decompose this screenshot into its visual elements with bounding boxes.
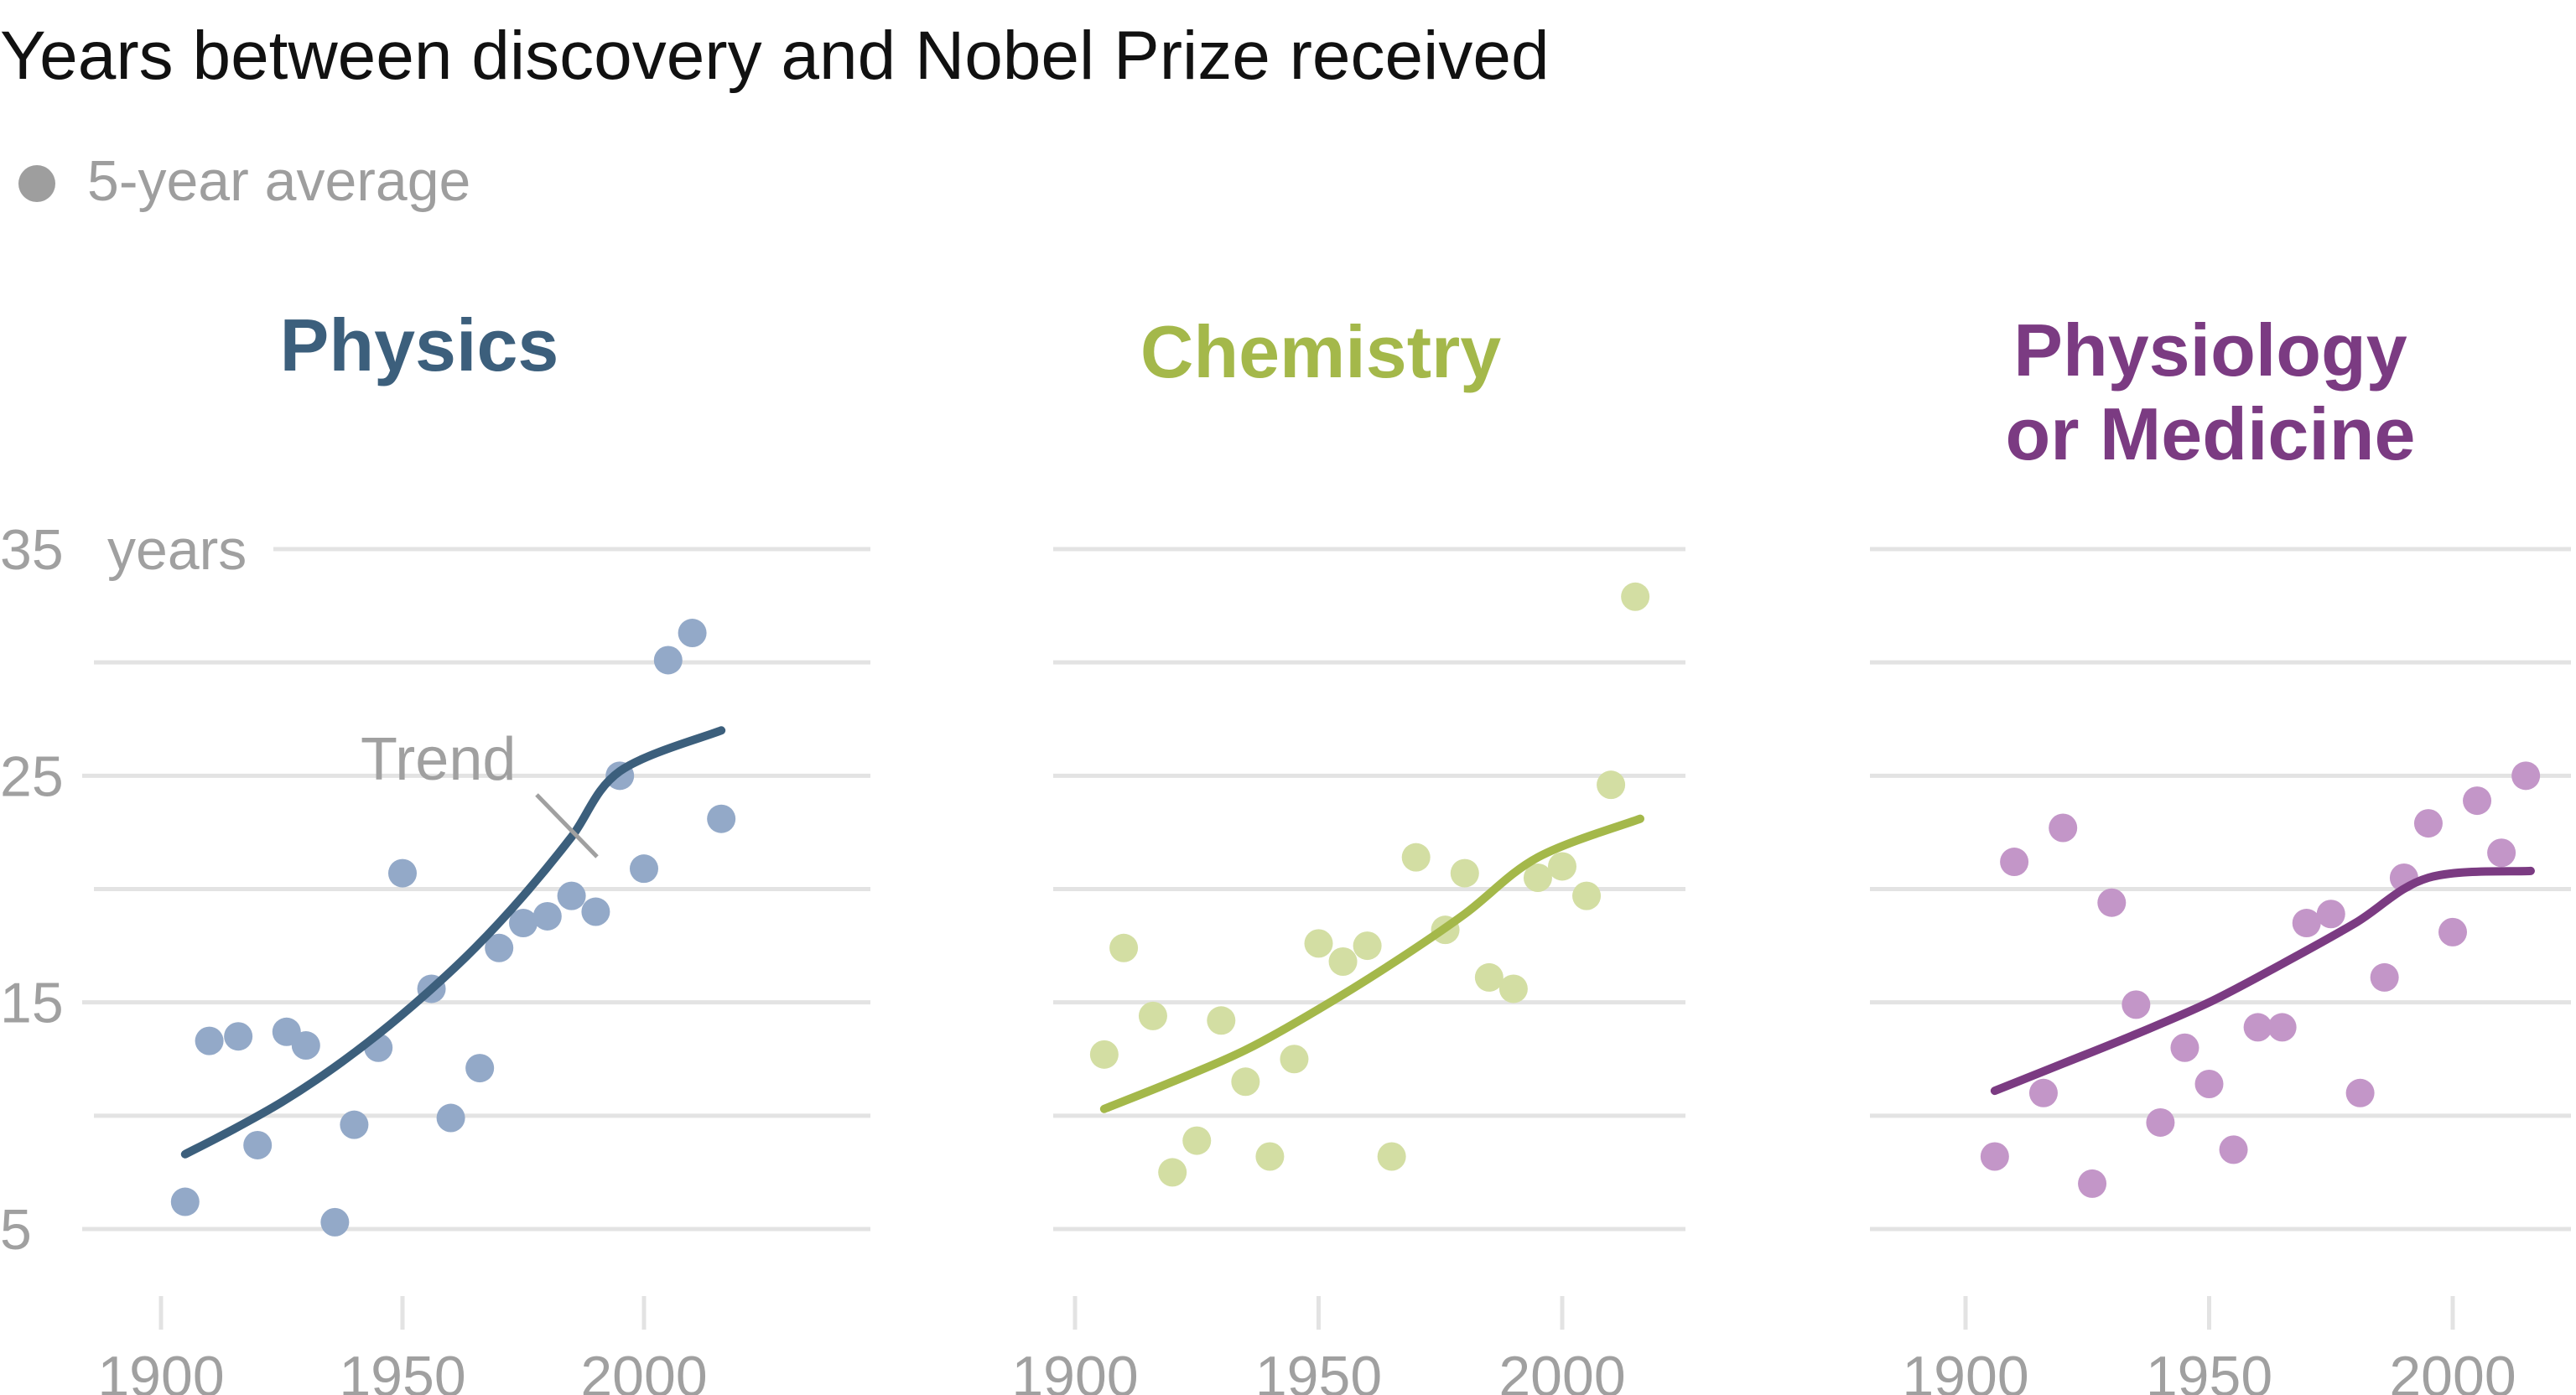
annotation-leader [535,793,599,858]
data-point [2511,761,2541,791]
x-tick-label: 2000 [2389,1345,2516,1395]
data-point [1304,929,1333,958]
panels-group: 5 15 25 35 years 1900 1950 2000 Physics Trend 1900… [0,303,2571,1395]
data-point [2463,786,2492,816]
y-tick-label: 35 [0,518,64,582]
data-point [1597,770,1626,800]
data-point [1980,1142,2009,1171]
data-point [485,933,514,962]
panel-title: Physics [280,303,559,386]
data-point [2028,1078,2058,1107]
data-point [465,1054,495,1083]
data-point [532,901,562,931]
y-axis-unit-label: years [107,518,247,582]
data-point [2487,838,2516,868]
data-point [2000,848,2029,877]
data-point [2146,1107,2175,1137]
x-tick-label: 1900 [1902,1345,2028,1395]
data-point [2049,813,2078,843]
data-point [224,1022,253,1051]
data-point [1523,863,1552,892]
data-point [1401,843,1431,872]
data-point [2370,962,2399,992]
y-tick-label: 15 [0,972,64,1035]
x-tick-label: 2000 [580,1345,707,1395]
data-point [2316,900,2345,929]
legend-swatch [18,165,55,202]
panel-2: 1900 1950 2000 Chemistry [1011,310,1685,1395]
data-point [195,1026,224,1055]
x-tick-label: 1950 [339,1345,465,1395]
data-point [170,1187,200,1216]
data-point [1280,1045,1309,1074]
data-point [2097,888,2127,917]
data-point [1353,931,1382,961]
data-point [707,804,736,833]
data-point [2122,990,2151,1019]
data-point [2413,809,2443,838]
data-point [1572,881,1602,910]
data-point [436,1103,465,1133]
data-point [1231,1067,1260,1097]
data-point [1474,962,1504,992]
data-point [2243,1013,2272,1042]
y-tick-label: 25 [0,744,64,808]
panel-title: Chemistry [1140,310,1501,393]
data-point [320,1207,350,1237]
data-point [2292,909,2321,938]
data-point [509,909,538,938]
chart-title: Years between discovery and Nobel Prize … [0,18,1550,94]
data-point [1450,858,1479,888]
data-point [1207,1006,1236,1035]
data-point [630,854,658,884]
data-point [1109,933,1139,962]
y-tick-label: 5 [0,1198,32,1262]
data-point [1138,1001,1167,1030]
data-point [2170,1033,2199,1062]
data-point [1182,1126,1212,1155]
trend-line [1099,814,1644,1113]
data-point [678,619,707,648]
data-point [1089,1040,1119,1069]
data-point [557,881,586,910]
x-tick-label: 1900 [97,1345,224,1395]
data-point [1328,947,1358,977]
x-tick-label: 1900 [1011,1345,1138,1395]
data-point [243,1130,273,1159]
data-point [340,1110,369,1139]
trend-line [180,726,726,1159]
data-point [2267,1013,2297,1042]
data-point [1621,582,1650,611]
x-tick-label: 1950 [1255,1345,1382,1395]
data-point [1548,852,1576,881]
data-point [1255,1142,1285,1171]
panel-title: or Medicine [2006,392,2416,475]
data-point [2438,917,2467,946]
x-tick-label: 2000 [1498,1345,1625,1395]
legend-label: 5-year average [87,149,470,213]
data-point [388,858,417,888]
data-point [2219,1135,2248,1164]
data-point [1158,1158,1187,1187]
data-point [2078,1169,2107,1198]
data-point [653,646,683,675]
data-point [291,1031,320,1061]
trend-line [1990,866,2535,1096]
x-tick-label: 1950 [2146,1345,2272,1395]
data-point [1498,974,1528,1003]
data-point [581,897,610,926]
panel-title: Physiology [2013,309,2407,392]
trend-annotation: Trend [361,726,516,793]
data-point [2345,1078,2375,1107]
panel-1: 5 15 25 35 years 1900 1950 2000 Physics Trend [0,303,870,1395]
data-point [1377,1142,1406,1171]
data-point [2194,1069,2224,1098]
